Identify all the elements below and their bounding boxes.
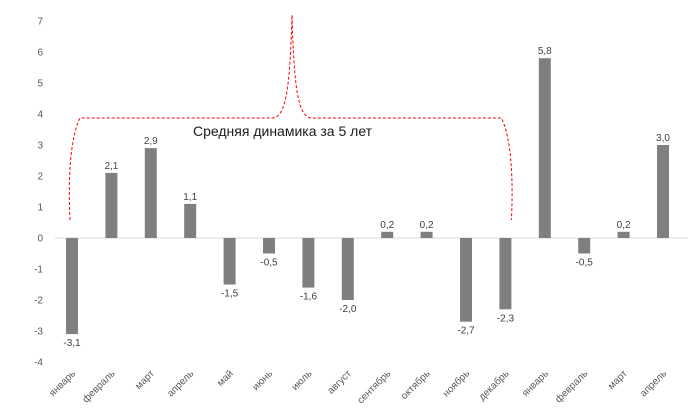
- x-tick-label: август: [326, 368, 355, 397]
- data-label: 0,2: [420, 220, 434, 231]
- y-tick-label: 7: [37, 17, 43, 28]
- x-tick-label: февраль: [553, 368, 591, 406]
- bar: [460, 238, 472, 322]
- bar: [499, 238, 512, 310]
- x-tick-label: декабрь: [476, 368, 511, 403]
- data-label: -1,6: [300, 292, 318, 303]
- x-tick-label: февраль: [80, 368, 118, 406]
- x-tick-label: ноябрь: [440, 368, 472, 400]
- bar: [302, 238, 315, 288]
- x-tick-label: июль: [290, 368, 315, 393]
- x-tick-label: март: [606, 368, 630, 392]
- data-label: -0,5: [576, 258, 594, 269]
- y-tick-label: -2: [34, 296, 43, 307]
- y-tick-label: 6: [37, 48, 43, 59]
- data-label: -2,0: [339, 304, 357, 315]
- data-label: 1,1: [183, 192, 197, 203]
- bar: [144, 148, 157, 238]
- y-tick-label: 3: [37, 141, 43, 152]
- data-label: -0,5: [260, 258, 278, 269]
- x-tick-label: сентябрь: [355, 368, 394, 407]
- data-label: -1,5: [221, 289, 239, 300]
- y-tick-label: 2: [37, 172, 43, 183]
- data-label: 0,2: [380, 220, 394, 231]
- x-tick-label: март: [133, 368, 157, 392]
- bar: [223, 238, 236, 285]
- data-label: -2,3: [497, 313, 515, 324]
- data-label: 2,1: [104, 161, 118, 172]
- data-label: 0,2: [617, 220, 631, 231]
- data-label: -3,1: [63, 338, 81, 349]
- data-label: -2,7: [457, 326, 475, 337]
- bar: [657, 145, 669, 238]
- bar: [617, 231, 630, 238]
- bar: [381, 231, 394, 238]
- y-tick-label: -1: [34, 265, 43, 276]
- x-tick-label: апрель: [638, 368, 669, 399]
- x-tick-label: апрель: [165, 368, 196, 399]
- x-tick-label: октябрь: [398, 368, 432, 402]
- bar: [341, 238, 354, 300]
- y-tick-label: -4: [34, 358, 43, 369]
- y-tick-label: -3: [34, 327, 43, 338]
- y-tick-label: 0: [37, 234, 43, 245]
- bar: [184, 203, 197, 238]
- data-label: 2,9: [144, 136, 158, 147]
- x-tick-label: июнь: [250, 368, 275, 393]
- bar: [66, 238, 78, 335]
- bar: [105, 172, 118, 238]
- y-tick-label: 1: [37, 203, 43, 214]
- x-tick-label: январь: [47, 368, 78, 399]
- y-tick-label: 5: [37, 79, 43, 90]
- bar: [578, 238, 591, 254]
- annotation-bracket: [68, 14, 513, 221]
- data-label: 3,0: [656, 133, 670, 144]
- bar: [263, 238, 275, 254]
- bar: [420, 231, 433, 238]
- bar: [538, 58, 551, 239]
- x-tick-label: май: [215, 368, 236, 389]
- annotation-label: Средняя динамика за 5 лет: [193, 123, 373, 139]
- y-tick-label: 4: [37, 110, 43, 121]
- x-tick-label: январь: [520, 368, 551, 399]
- data-label: 5,8: [538, 46, 552, 57]
